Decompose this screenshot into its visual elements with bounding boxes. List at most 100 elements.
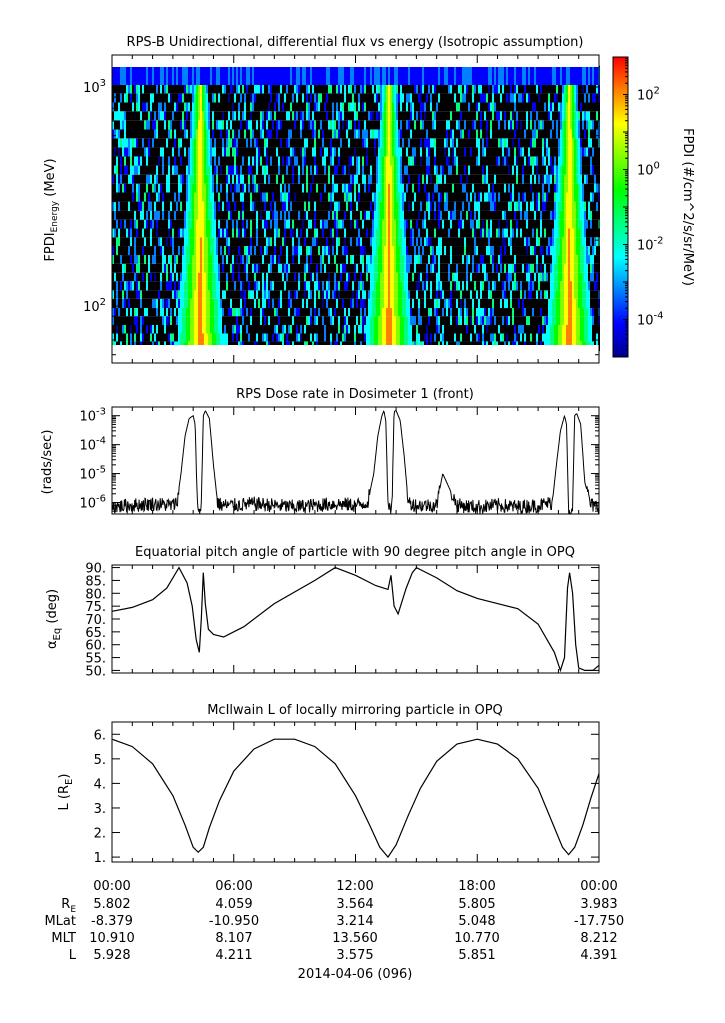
heatmap-cell [388, 138, 390, 148]
heatmap-cell [190, 84, 192, 94]
heatmap-cell [306, 102, 308, 112]
heatmap-cell [360, 201, 362, 211]
heatmap-cell [184, 263, 186, 273]
heatmap-cell [138, 324, 140, 334]
heatmap-cell [304, 219, 306, 229]
heatmap-cell [368, 210, 370, 220]
heatmap-cell [168, 255, 170, 264]
heatmap-cell [392, 333, 394, 342]
heatmap-cell [228, 210, 230, 220]
heatmap-cell [352, 111, 354, 121]
heatmap-cell [312, 290, 314, 299]
heatmap-cell [392, 192, 394, 202]
heatmap-cell [290, 129, 292, 139]
heatmap-cell [382, 219, 384, 229]
heatmap-cell [118, 129, 120, 139]
heatmap-cell [120, 120, 122, 130]
heatmap-cell [296, 272, 298, 282]
heatmap-cell [242, 263, 244, 273]
heatmap-cell [264, 174, 266, 184]
heatmap-cell [196, 147, 198, 157]
heatmap-cell [286, 102, 288, 112]
heatmap-cell [172, 316, 174, 325]
heatmap-cell [134, 316, 136, 325]
heatmap-cell [314, 237, 316, 247]
heatmap-cell [122, 281, 124, 291]
heatmap-cell [392, 129, 394, 139]
heatmap-cell [176, 308, 178, 317]
heatmap-cell [328, 210, 330, 220]
heatmap-cell [254, 281, 256, 291]
heatmap-cell [382, 67, 384, 85]
heatmap-cell [334, 183, 336, 193]
heatmap-cell [152, 138, 154, 148]
heatmap-cell [298, 219, 300, 229]
heatmap-cell [190, 308, 192, 317]
heatmap-cell [120, 138, 122, 148]
heatmap-cell [304, 156, 306, 166]
heatmap-cell [222, 147, 224, 157]
heatmap-cell [238, 290, 240, 299]
heatmap-cell [224, 237, 226, 247]
heatmap-cell [236, 228, 238, 238]
heatmap-cell [156, 255, 158, 264]
heatmap-cell [206, 138, 208, 148]
heatmap-cell [230, 272, 232, 282]
heatmap-cell [266, 281, 268, 291]
heatmap-cell [388, 272, 390, 282]
heatmap-cell [288, 129, 290, 139]
heatmap-cell [152, 308, 154, 317]
heatmap-cell [160, 67, 162, 85]
heatmap-cell [148, 281, 150, 291]
heatmap-cell [314, 255, 316, 264]
heatmap-cell [176, 156, 178, 166]
heatmap-cell [298, 84, 300, 94]
heatmap-cell [226, 156, 228, 166]
heatmap-cell [380, 174, 382, 184]
heatmap-cell [200, 333, 202, 342]
heatmap-cell [346, 228, 348, 238]
heatmap-cell [244, 308, 246, 317]
heatmap-cell [180, 165, 182, 175]
heatmap-cell [242, 290, 244, 299]
heatmap-cell [288, 165, 290, 175]
heatmap-cell [394, 263, 396, 273]
heatmap-cell [234, 272, 236, 282]
heatmap-cell [298, 174, 300, 184]
heatmap-cell [340, 228, 342, 238]
heatmap-cell [308, 316, 310, 325]
heatmap-cell [212, 174, 214, 184]
heatmap-cell [344, 298, 346, 309]
heatmap-cell [124, 67, 126, 85]
heatmap-cell [376, 210, 378, 220]
heatmap-cell [344, 165, 346, 175]
heatmap-cell [174, 219, 176, 229]
heatmap-cell [160, 210, 162, 220]
heatmap-cell [196, 174, 198, 184]
heatmap-cell [396, 263, 398, 273]
heatmap-cell [126, 138, 128, 148]
heatmap-cell [176, 237, 178, 247]
heatmap-cell [174, 255, 176, 264]
heatmap-cell [208, 93, 210, 103]
heatmap-cell [134, 120, 136, 130]
heatmap-cell [364, 138, 366, 148]
heatmap-cell [278, 183, 280, 193]
heatmap-cell [348, 263, 350, 273]
heatmap-cell [316, 129, 318, 139]
heatmap-cell [192, 84, 194, 94]
heatmap-cell [142, 272, 144, 282]
heatmap-cell [268, 263, 270, 273]
heatmap-cell [132, 308, 134, 317]
heatmap-cell [350, 174, 352, 184]
heatmap-cell [234, 246, 236, 256]
heatmap-cell [312, 192, 314, 202]
heatmap-cell [150, 272, 152, 282]
heatmap-cell [132, 324, 134, 334]
heatmap-cell [270, 192, 272, 202]
heatmap-cell [378, 219, 380, 229]
heatmap-cell [140, 281, 142, 291]
heatmap-cell [160, 237, 162, 247]
heatmap-cell [386, 219, 388, 229]
heatmap-cell [216, 246, 218, 256]
